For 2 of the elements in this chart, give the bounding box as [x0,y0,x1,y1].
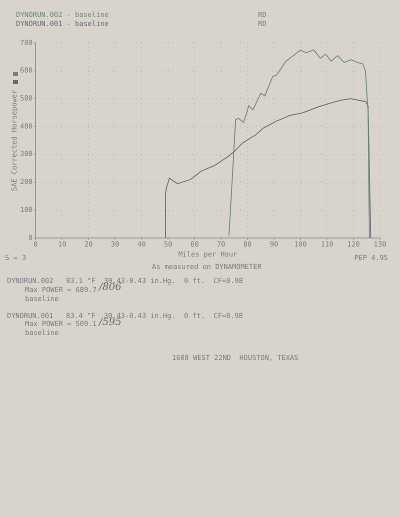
text: /806 [99,282,122,294]
text: /595 [99,317,122,329]
